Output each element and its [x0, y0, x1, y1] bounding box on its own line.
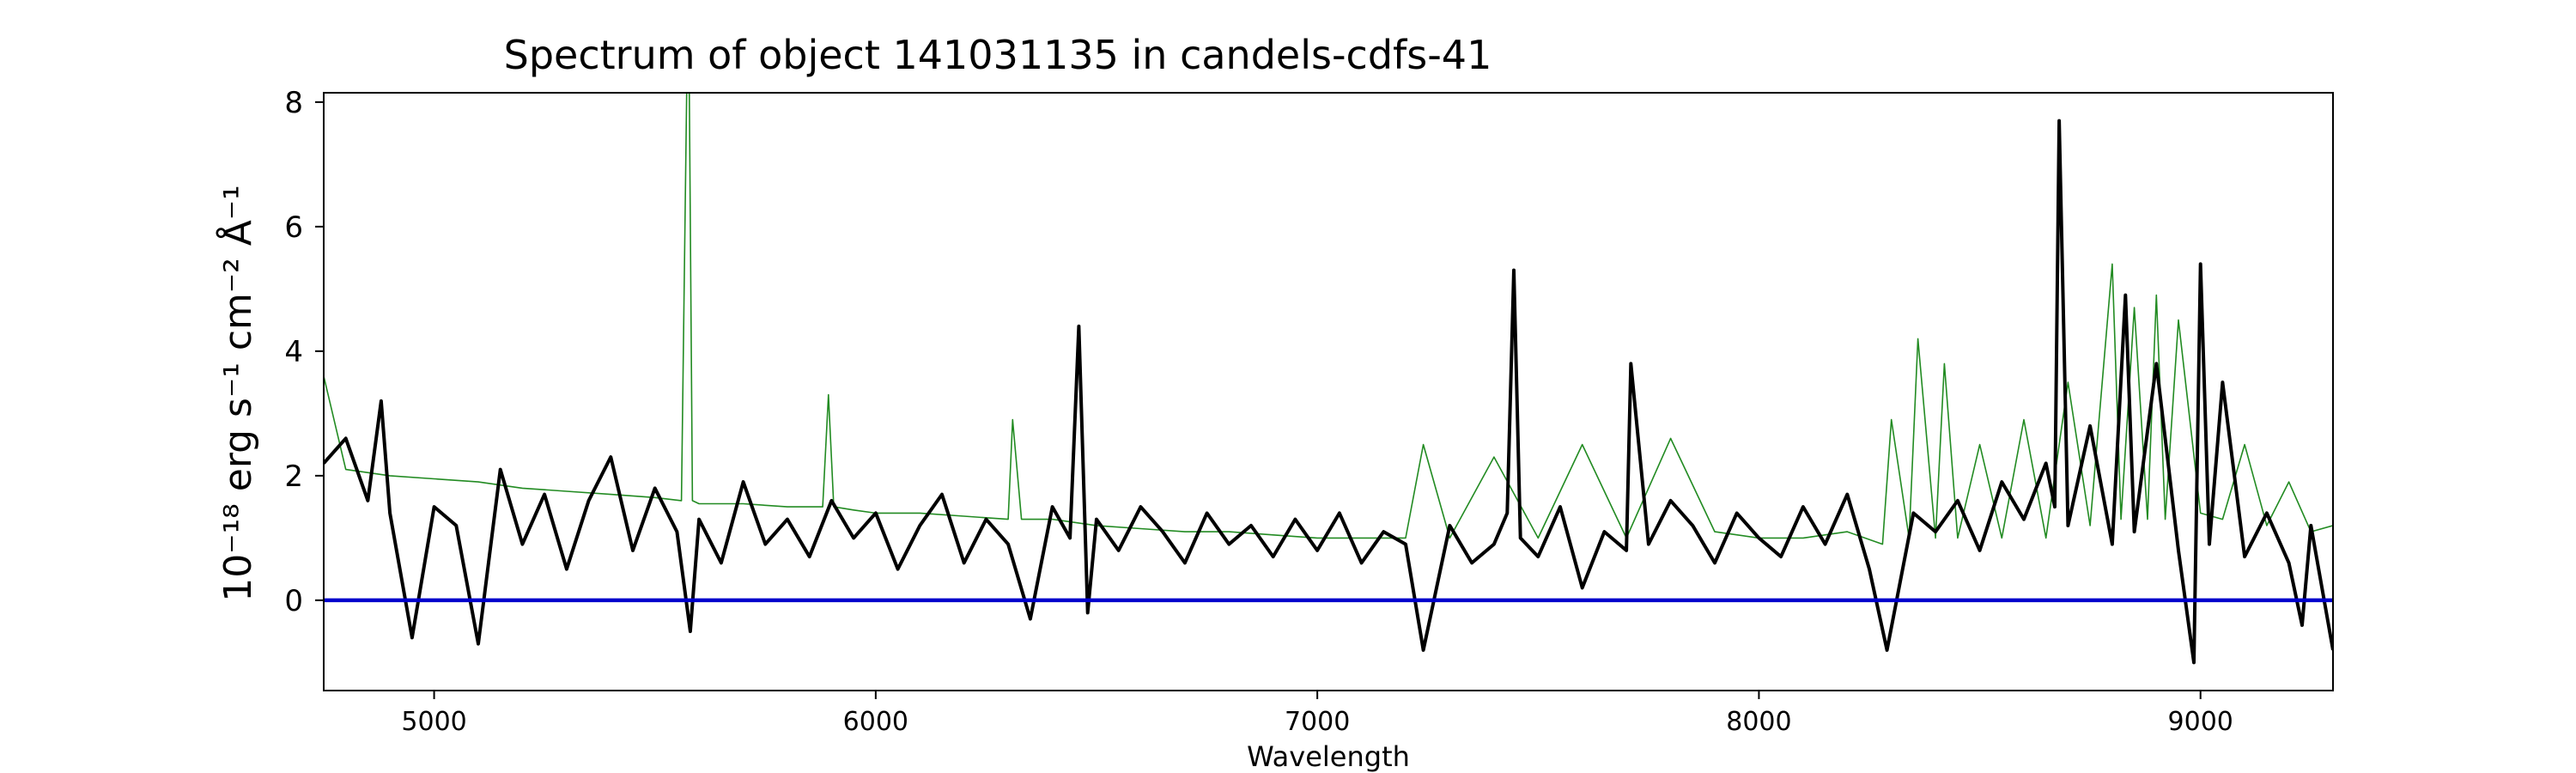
series-layer [324, 93, 2333, 665]
y-tick-label: 8 [284, 86, 303, 120]
x-axis-label: Wavelength [1247, 740, 1410, 773]
y-tick-label: 6 [284, 210, 303, 245]
x-tick-label: 9000 [2168, 707, 2233, 737]
y-tick-label: 0 [284, 584, 303, 618]
axes-layer: 5000 6000 7000 8000 9000 0 2 4 6 8 [284, 86, 2334, 737]
x-tick-label: 7000 [1285, 707, 1350, 737]
chart-title: Spectrum of object 141031135 in candels-… [504, 32, 1492, 78]
x-tick-label: 6000 [843, 707, 908, 737]
y-axis-label: 10⁻¹⁸ erg s⁻¹ cm⁻² Å⁻¹ [215, 185, 260, 601]
y-tick-label: 2 [284, 460, 303, 494]
model-series-line [324, 93, 2333, 545]
x-tick-label: 5000 [401, 707, 466, 737]
y-tick-label: 4 [284, 335, 303, 369]
flux-series-line [324, 119, 2333, 665]
x-tick-label: 8000 [1726, 707, 1791, 737]
plot-frame [323, 92, 2334, 691]
